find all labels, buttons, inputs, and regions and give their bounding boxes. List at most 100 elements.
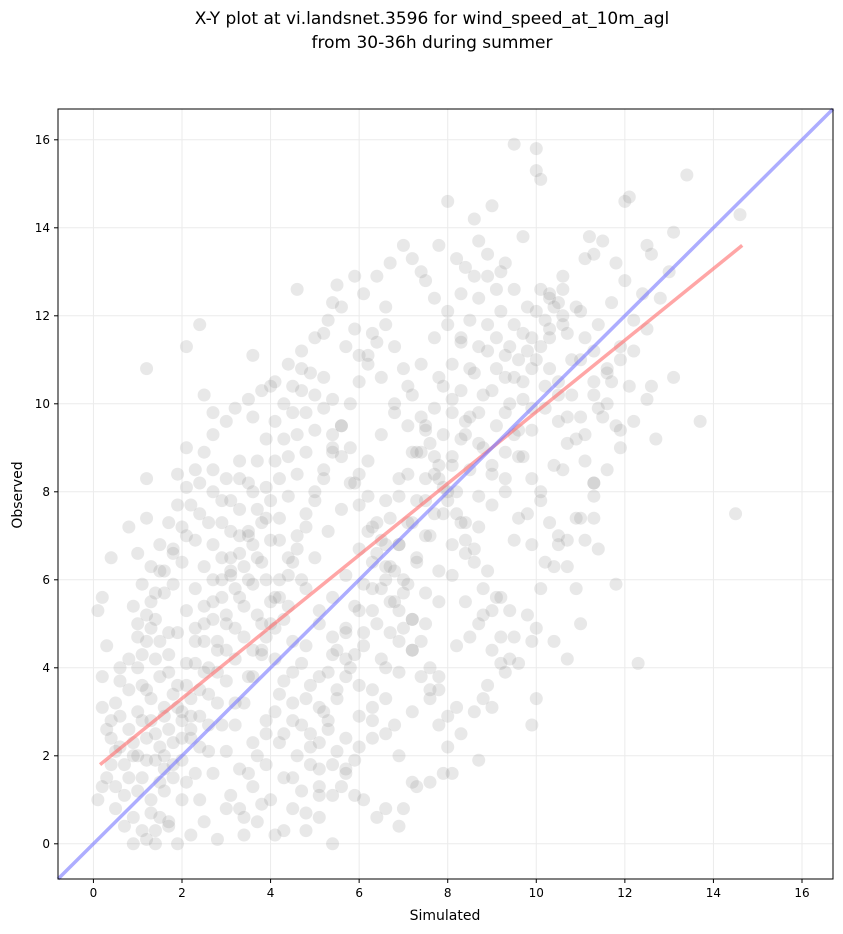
scatter-point bbox=[277, 612, 291, 626]
scatter-point bbox=[166, 687, 180, 701]
scatter-point bbox=[166, 546, 180, 560]
scatter-point bbox=[450, 700, 464, 714]
scatter-point bbox=[445, 450, 459, 464]
scatter-point bbox=[188, 766, 202, 780]
scatter-point bbox=[498, 348, 512, 362]
scatter-point bbox=[547, 458, 561, 472]
scatter-point bbox=[498, 445, 512, 459]
scatter-point bbox=[357, 793, 371, 807]
scatter-point bbox=[295, 362, 309, 376]
scatter-point bbox=[259, 714, 273, 728]
scatter-point bbox=[184, 828, 198, 842]
scatter-point bbox=[467, 542, 481, 556]
scatter-point bbox=[197, 560, 211, 574]
scatter-point bbox=[215, 516, 229, 530]
y-tick-label: 6 bbox=[42, 573, 50, 587]
scatter-point bbox=[622, 379, 636, 393]
scatter-point bbox=[476, 388, 490, 402]
scatter-point bbox=[529, 621, 543, 635]
scatter-point bbox=[326, 296, 340, 310]
scatter-point bbox=[560, 560, 574, 574]
scatter-point bbox=[392, 604, 406, 618]
scatter-point bbox=[529, 353, 543, 367]
x-axis-label: Simulated bbox=[410, 908, 481, 924]
scatter-point bbox=[578, 331, 592, 345]
scatter-point bbox=[613, 423, 627, 437]
scatter-point bbox=[153, 670, 167, 684]
scatter-point bbox=[122, 652, 136, 666]
scatter-point bbox=[432, 472, 446, 486]
scatter-point bbox=[445, 458, 459, 472]
scatter-point bbox=[117, 758, 131, 772]
scatter-point bbox=[538, 555, 552, 569]
scatter-point bbox=[299, 824, 313, 838]
scatter-point bbox=[560, 436, 574, 450]
scatter-point bbox=[197, 665, 211, 679]
scatter-point bbox=[188, 533, 202, 547]
scatter-point bbox=[339, 762, 353, 776]
scatter-point bbox=[241, 392, 255, 406]
scatter-point bbox=[140, 472, 154, 486]
scatter-point bbox=[144, 806, 158, 820]
scatter-point bbox=[255, 555, 269, 569]
scatter-point bbox=[162, 648, 176, 662]
scatter-point bbox=[605, 296, 619, 310]
scatter-point bbox=[268, 705, 282, 719]
scatter-point bbox=[286, 714, 300, 728]
scatter-point bbox=[419, 423, 433, 437]
scatter-point bbox=[450, 507, 464, 521]
scatter-point bbox=[472, 234, 486, 248]
scatter-point bbox=[206, 485, 220, 499]
scatter-point bbox=[578, 428, 592, 442]
scatter-point bbox=[396, 586, 410, 600]
scatter-point bbox=[219, 617, 233, 631]
scatter-point bbox=[277, 824, 291, 838]
scatter-point bbox=[503, 604, 517, 618]
scatter-point bbox=[361, 357, 375, 371]
scatter-point bbox=[308, 388, 322, 402]
scatter-point bbox=[547, 560, 561, 574]
scatter-point bbox=[326, 441, 340, 455]
scatter-point bbox=[179, 340, 193, 354]
scatter-point bbox=[272, 590, 286, 604]
scatter-point bbox=[419, 419, 433, 433]
scatter-point bbox=[454, 335, 468, 349]
scatter-point bbox=[135, 714, 149, 728]
scatter-point bbox=[405, 705, 419, 719]
scatter-point bbox=[286, 802, 300, 816]
scatter-point bbox=[534, 582, 548, 596]
x-tick-label: 2 bbox=[178, 886, 186, 900]
scatter-point bbox=[109, 802, 123, 816]
scatter-point bbox=[171, 678, 185, 692]
scatter-point bbox=[241, 670, 255, 684]
scatter-point bbox=[193, 709, 207, 723]
scatter-point bbox=[485, 384, 499, 398]
scatter-point bbox=[396, 621, 410, 635]
scatter-point bbox=[498, 485, 512, 499]
scatter-point bbox=[436, 766, 450, 780]
scatter-point bbox=[140, 511, 154, 525]
scatter-point bbox=[326, 630, 340, 644]
scatter-point bbox=[481, 269, 495, 283]
scatter-point bbox=[414, 410, 428, 424]
scatter-point bbox=[405, 643, 419, 657]
scatter-point bbox=[529, 692, 543, 706]
scatter-point bbox=[135, 577, 149, 591]
scatter-point bbox=[197, 815, 211, 829]
scatter-point bbox=[233, 802, 247, 816]
scatter-point bbox=[441, 304, 455, 318]
scatter-point bbox=[104, 731, 118, 745]
chart-title-line-1: X-Y plot at vi.landsnet.3596 for wind_sp… bbox=[195, 9, 669, 29]
scatter-point bbox=[264, 494, 278, 508]
scatter-point bbox=[95, 590, 109, 604]
x-tick-label: 0 bbox=[90, 886, 98, 900]
y-tick-label: 16 bbox=[35, 133, 50, 147]
scatter-point bbox=[348, 476, 362, 490]
scatter-point bbox=[613, 441, 627, 455]
scatter-point bbox=[574, 617, 588, 631]
scatter-point bbox=[219, 472, 233, 486]
scatter-point bbox=[379, 494, 393, 508]
scatter-point bbox=[277, 432, 291, 446]
scatter-point bbox=[494, 656, 508, 670]
scatter-point bbox=[339, 621, 353, 635]
